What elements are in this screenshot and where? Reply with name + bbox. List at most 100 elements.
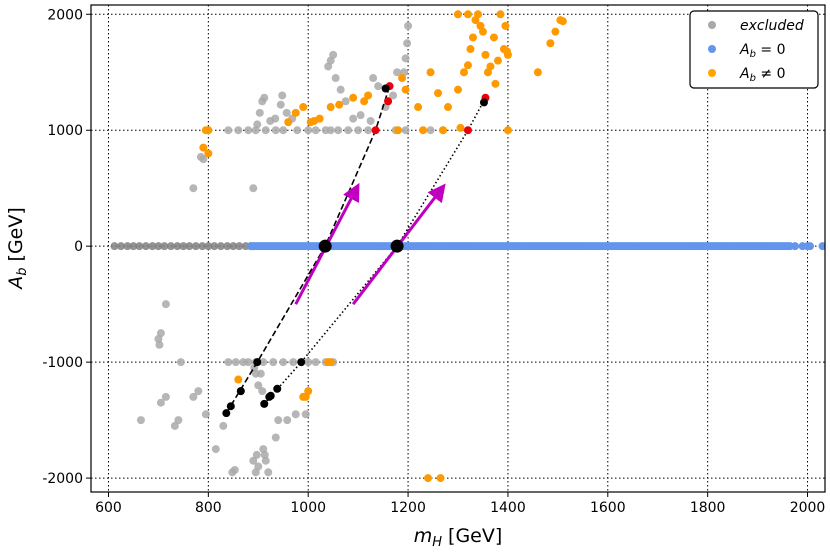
excluded-point [211,445,220,454]
ab-nonzero-point [503,126,512,135]
excluded-point [210,242,219,251]
excluded-point [349,114,358,123]
ab-nonzero-point [456,123,465,132]
excluded-point [261,456,270,465]
excluded-point [278,91,287,100]
benchmark-point [390,239,404,253]
y-tick-label: 2000 [47,7,83,23]
excluded-point [189,184,198,193]
excluded-point [404,21,413,30]
excluded-point [341,97,350,106]
ab-nonzero-point [466,45,475,54]
x-tick-label: 600 [95,500,122,516]
ab-nonzero-point [291,108,300,117]
excluded-point [179,242,188,251]
excluded-point [304,126,313,135]
black-point [260,399,269,408]
black-point [479,98,488,107]
dotted-line [263,97,487,405]
excluded-point [173,242,182,251]
excluded-point [123,242,132,251]
black-point [222,409,231,418]
ab-zero-point [791,242,800,251]
black-point [381,84,390,93]
excluded-point [403,39,412,48]
ab-nonzero-point [496,10,505,19]
excluded-point [194,387,203,396]
x-tick-label: 1600 [590,500,626,516]
x-tick-label: 1800 [690,500,726,516]
black-point [297,358,306,367]
ab-nonzero-point [436,474,445,483]
excluded-point [219,421,228,430]
ab-nonzero-point [481,50,490,59]
ab-nonzero-point [199,143,208,152]
excluded-point [401,126,410,135]
excluded-point [279,358,288,367]
ab-nonzero-point [493,56,502,65]
excluded-point [156,329,165,338]
ab-nonzero-point [463,61,472,70]
ab-nonzero-point [454,85,462,94]
ab-nonzero-point [401,85,410,94]
excluded-point [231,358,240,367]
black-point [253,358,262,367]
excluded-point [116,242,125,251]
excluded-point [235,242,244,251]
ab-nonzero-point [503,50,512,59]
excluded-point [224,126,233,135]
excluded-point [374,82,383,91]
excluded-point [256,369,265,378]
legend-marker-excluded [708,21,716,29]
x-tick-label: 2000 [790,500,826,516]
excluded-point [196,152,205,161]
y-tick-label: 1000 [47,123,83,139]
black-point [273,384,282,393]
excluded-point [201,410,210,419]
excluded-point [282,108,291,117]
ab-nonzero-point [558,17,567,26]
excluded-point [258,387,267,396]
ab-nonzero-point [468,33,477,42]
ab-nonzero-point [398,74,407,83]
ab-nonzero-point [478,27,487,36]
excluded-point [189,392,198,401]
excluded-point [253,120,262,129]
benchmark-point [318,239,332,253]
x-tick-label: 800 [195,500,222,516]
y-tick-label: -1000 [42,355,83,371]
excluded-point [329,50,338,59]
excluded-point [291,410,300,419]
excluded-point [260,93,269,102]
excluded-point [148,242,157,251]
excluded-point [204,242,213,251]
excluded-point [283,416,292,425]
excluded-point [229,242,238,251]
ab-nonzero-point [454,10,462,19]
ab-nonzero-point [326,358,335,367]
ab-nonzero-point [486,62,495,71]
data-layer [110,10,825,483]
excluded-point [254,462,263,471]
black-point [266,391,275,400]
legend-label-ab-nonzero: Ab ≠ 0 [739,66,785,84]
legend-label-ab-zero: Ab = 0 [739,42,785,60]
legend-box [689,10,819,89]
ab-nonzero-point [234,375,243,384]
ab-nonzero-point [489,33,498,42]
excluded-point [289,358,298,367]
excluded-point [156,398,165,407]
excluded-point [161,392,170,401]
excluded-point [160,242,169,251]
ab-nonzero-point [204,149,213,158]
ab-nonzero-point [424,474,433,483]
excluded-point [136,416,145,425]
excluded-point [264,468,273,477]
excluded-point [170,421,179,430]
excluded-point [276,100,285,109]
excluded-point [191,242,200,251]
excluded-point [261,126,270,135]
ab-nonzero-point [501,21,510,30]
ab-nonzero-point [335,100,344,109]
ab-nonzero-point [419,126,428,135]
